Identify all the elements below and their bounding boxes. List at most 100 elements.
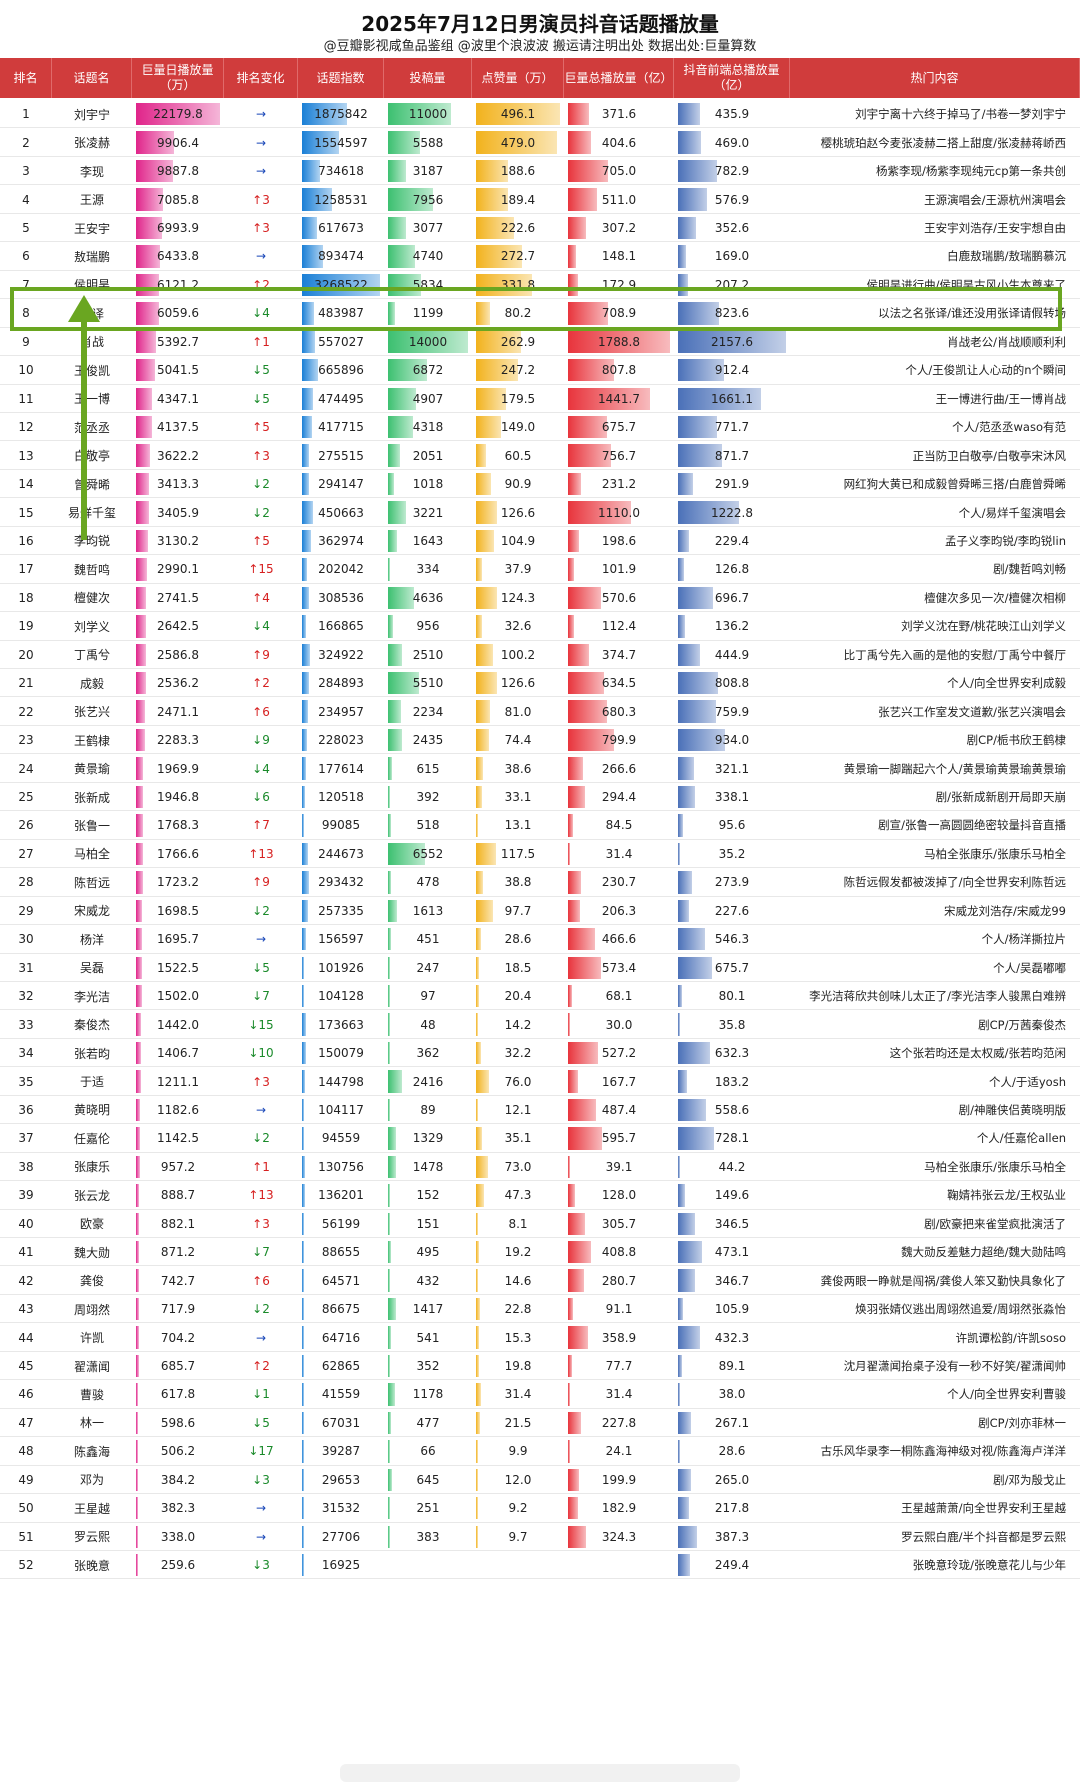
cell-total: 24.1: [605, 1444, 633, 1459]
table-row: 43 周翊然 717.9 ↓2 86675 1417 22.8 91.1 105.9 焕羽张婧仪逃…: [0, 1295, 1080, 1323]
table-row: 33 秦俊杰 1442.0 ↓15 173663 48 14.2 30.0 35.8 剧CP/万茜…: [0, 1010, 1080, 1038]
cell-posts: 48: [420, 1017, 436, 1032]
cell-rank: 52: [18, 1558, 34, 1573]
bar-likes: [476, 871, 483, 894]
cell-douyin: 227.6: [714, 903, 750, 918]
cell-hot: 黄景瑜一脚踹起六个人/黄景瑜黄景瑜黄景瑜: [843, 761, 1066, 776]
table-row: 36 黄晓明 1182.6 → 104117 89 12.1 487.4 558.6 剧/神雕侠侣…: [0, 1096, 1080, 1124]
cell-total: 101.9: [601, 562, 637, 577]
cell-daily: 384.2: [160, 1472, 196, 1487]
cell-posts: 11000: [408, 107, 448, 122]
bar-posts: [388, 700, 401, 723]
cell-likes: 35.1: [504, 1131, 532, 1146]
cell-likes: 22.8: [504, 1302, 532, 1317]
bar-total: [568, 444, 612, 467]
cell-daily: 4137.5: [157, 420, 199, 435]
cell-douyin: 558.6: [714, 1102, 750, 1117]
cell-total: 374.7: [601, 647, 637, 662]
cell-change: ↓4: [252, 619, 270, 634]
cell-index: 136201: [318, 1188, 364, 1203]
cell-likes: 126.6: [500, 676, 536, 691]
cell-name: 张艺兴: [73, 705, 110, 720]
cell-hot: 古乐风华录李一桐陈鑫海神级对视/陈鑫海卢洋洋: [820, 1444, 1066, 1459]
cell-change: ↑2: [252, 1359, 270, 1374]
cell-posts: 451: [416, 932, 440, 947]
table-row: 10 王俊凯 5041.5 ↓5 665896 6872 247.2 807.8 912.4 个人…: [0, 356, 1080, 384]
cell-hot: 个人/向全世界安利成毅: [947, 676, 1066, 691]
cell-daily: 6059.6: [157, 306, 199, 321]
cell-douyin: 387.3: [714, 1529, 750, 1544]
cell-index: 257335: [318, 903, 364, 918]
cell-daily: 871.2: [160, 1245, 196, 1260]
bar-total: [568, 984, 572, 1008]
cell-name: 李光洁: [73, 989, 110, 1004]
bar-douyin: [678, 1497, 689, 1520]
bar-daily: [136, 1155, 140, 1179]
cell-rank: 43: [18, 1302, 34, 1317]
bar-likes: [476, 1269, 479, 1292]
cell-posts: 3187: [412, 164, 444, 179]
cell-hot: 魏大勋反差魅力超绝/魏大勋陆鸣: [901, 1245, 1066, 1260]
cell-hot: 个人/易烊千玺演唱会: [958, 505, 1066, 520]
cell-daily: 617.8: [160, 1387, 196, 1402]
bar-likes: [476, 529, 494, 553]
cell-likes: 189.4: [500, 192, 536, 207]
cell-posts: 97: [420, 989, 436, 1004]
cell-posts: 2416: [412, 1074, 444, 1089]
table-row: 39 张云龙 888.7 ↑13 136201 152 47.3 128.0 149.6 鞠婧祎张…: [0, 1181, 1080, 1209]
bar-total: [568, 245, 577, 268]
row-separator: [0, 810, 1080, 812]
cell-rank: 47: [18, 1415, 34, 1430]
row-separator: [0, 1322, 1080, 1324]
bar-index: [302, 1241, 305, 1264]
cell-rank: 33: [18, 1017, 34, 1032]
cell-change: →: [255, 1529, 267, 1544]
table-row: 48 陈鑫海 506.2 ↓17 39287 66 9.9 24.1 28.6 古乐风华录李一桐陈…: [0, 1437, 1080, 1465]
cell-douyin: 136.2: [714, 619, 750, 634]
table-row: 28 陈哲远 1723.2 ↑9 293432 478 38.8 230.7 273.9 陈哲远假…: [0, 868, 1080, 896]
bar-daily: [136, 302, 159, 325]
bar-daily: [136, 643, 146, 666]
cell-index: 86675: [321, 1302, 361, 1317]
table-row: 52 张晚意 259.6 ↓3 16925 249.4 张晚意玲珑/张晚意花儿与少年: [0, 1551, 1080, 1579]
cell-posts: 152: [416, 1188, 440, 1203]
bar-likes: [476, 1070, 489, 1093]
bar-douyin: [678, 1127, 715, 1150]
cell-rank: 22: [18, 704, 34, 719]
bar-total: [568, 1184, 576, 1207]
cell-likes: 73.0: [504, 1159, 532, 1174]
bar-douyin: [678, 672, 719, 695]
bar-daily: [136, 387, 153, 410]
cell-index: 173663: [318, 1017, 364, 1032]
cell-rank: 30: [18, 932, 34, 947]
cell-change: ↑1: [252, 1159, 270, 1174]
table-row: 34 张若昀 1406.7 ↓10 150079 362 32.2 527.2 632.3 这个张…: [0, 1039, 1080, 1067]
cell-daily: 704.2: [160, 1330, 196, 1345]
bar-index: [302, 956, 305, 979]
row-separator: [0, 838, 1080, 840]
bar-douyin: [678, 444, 722, 467]
bar-daily: [136, 984, 142, 1008]
bar-index: [302, 415, 312, 439]
bar-likes: [476, 1041, 482, 1065]
bar-total: [568, 501, 632, 524]
cell-index: 144798: [318, 1074, 364, 1089]
table-row: 24 黄景瑜 1969.9 ↓4 177614 615 38.6 266.6 321.1 黄景瑜一…: [0, 754, 1080, 782]
cell-index: 67031: [321, 1415, 361, 1430]
cell-total: 307.2: [601, 221, 637, 236]
cell-posts: 151: [416, 1216, 440, 1231]
cell-posts: 89: [420, 1102, 436, 1117]
cell-likes: 9.2: [508, 1501, 528, 1516]
cell-hot: 剧/邓为殷戈止: [993, 1472, 1066, 1487]
row-separator: [0, 1123, 1080, 1125]
cell-daily: 2283.3: [157, 733, 199, 748]
bar-index: [302, 472, 310, 496]
row-separator: [0, 1549, 1080, 1551]
bar-daily: [136, 159, 174, 183]
cell-name: 周翊然: [73, 1302, 110, 1317]
cell-total: 1788.8: [598, 334, 640, 349]
bar-posts: [388, 558, 390, 581]
cell-posts: 478: [416, 875, 440, 890]
table-row: 47 林一 598.6 ↓5 67031 477 21.5 227.8 267.1 剧CP/刘亦菲…: [0, 1409, 1080, 1437]
bar-total: [568, 359, 615, 382]
